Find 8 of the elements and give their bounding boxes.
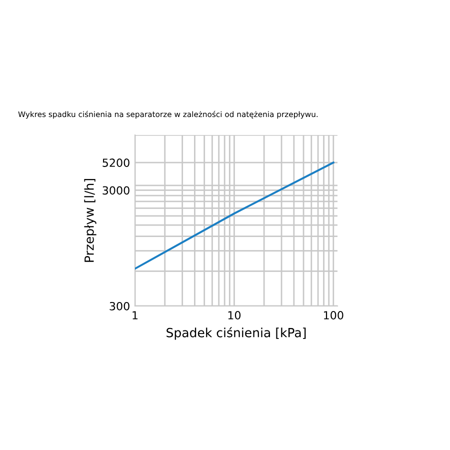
x-tick-label: 100 (324, 311, 344, 320)
y-axis-title: Przepływ [l/h] (84, 179, 96, 262)
x-tick-label: 1 (132, 311, 138, 320)
x-tick-label: 10 (228, 311, 241, 320)
x-axis-title: Spadek ciśnienia [kPa] (166, 327, 306, 340)
y-tick-label: 300 (110, 302, 130, 310)
y-tick-label: 5200 (102, 158, 130, 167)
y-tick-label: 3000 (102, 186, 130, 195)
